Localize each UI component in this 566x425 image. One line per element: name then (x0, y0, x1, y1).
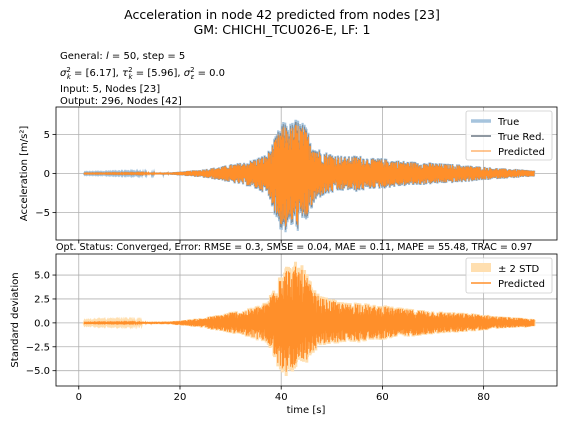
info-hyperparams: σ2 k = [6.17], τ2 k = [5.96], σ2 ε = 0.0 (60, 66, 225, 81)
x-tick-label: 20 (174, 392, 187, 403)
x-tick-label: 0 (76, 392, 82, 403)
y-tick-label: 2.5 (34, 294, 50, 305)
x-tick-label: 60 (376, 392, 389, 403)
std-axes-frame (55, 253, 558, 387)
acceleration-panel: −5 0 5 Acceleration [m/s²] True True Red. … (19, 106, 558, 244)
legend-true-red-label: True Red. (497, 132, 545, 143)
acceleration-legend: True True Red. Predicted (465, 110, 553, 161)
y-tick-label: 5 (44, 130, 50, 141)
y-tick-label: −5.0 (26, 366, 50, 377)
optimization-status: Opt. Status: Converged, Error: RMSE = 0.… (56, 242, 532, 253)
y-tick-label: 0 (44, 169, 50, 180)
std-panel: 0 20 40 60 80 −5.0 −2.5 0.0 2.5 5.0 Standard devi… (10, 253, 558, 416)
acceleration-ticks: −5 0 5 (35, 130, 485, 244)
chart-subtitle: GM: CHICHI_TCU026-E, LF: 1 (194, 22, 371, 37)
series-predicted (83, 125, 535, 227)
std-series-group (82, 261, 536, 377)
std-ticks: 0 20 40 60 80 −5.0 −2.5 0.0 2.5 5.0 (26, 271, 490, 403)
y-tick-label: 5.0 (34, 271, 50, 282)
y-tick-label: 0.0 (34, 318, 50, 329)
info-output: Output: 296, Nodes [42] (60, 96, 182, 107)
x-tick-label: 40 (275, 392, 288, 403)
std-xlabel: time [s] (287, 405, 326, 416)
chart-title: Acceleration in node 42 predicted from n… (124, 7, 440, 22)
legend-predicted-label: Predicted (498, 147, 545, 158)
legend-std-band-label: ± 2 STD (498, 264, 540, 275)
legend-std-predicted-label: Predicted (498, 279, 545, 290)
y-tick-label: −2.5 (26, 342, 50, 353)
x-tick-label: 80 (477, 392, 490, 403)
acceleration-ylabel: Acceleration [m/s²] (19, 126, 30, 222)
std-legend: ± 2 STD Predicted (465, 257, 553, 294)
legend-true-label: True (497, 117, 519, 128)
series-std-predicted (83, 266, 535, 372)
info-input: Input: 5, Nodes [23] (60, 84, 160, 95)
acceleration-series-group (82, 119, 536, 233)
std-ylabel: Standard deviation (10, 272, 21, 367)
y-tick-label: −5 (35, 208, 50, 219)
legend-std-band-swatch (471, 263, 491, 272)
info-general: General: l = 50, step = 5 (60, 51, 185, 62)
